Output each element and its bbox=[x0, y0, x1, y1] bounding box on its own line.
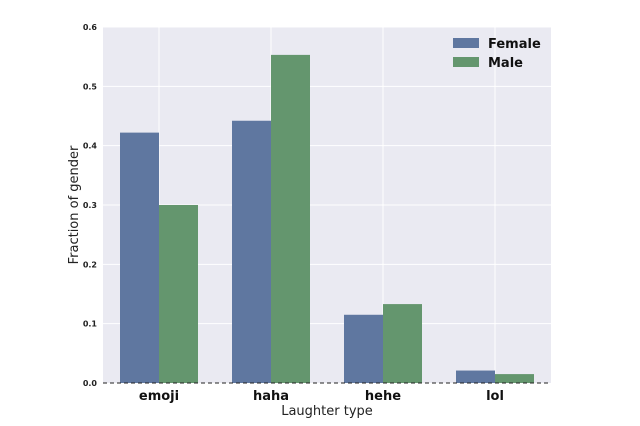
y-axis-ticks: 0.0 0.1 0.2 0.3 0.4 0.5 0.6 bbox=[83, 23, 98, 388]
legend-label-female: Female bbox=[488, 37, 541, 52]
y-tick-label: 0.4 bbox=[83, 142, 98, 151]
y-tick-label: 0.5 bbox=[83, 82, 98, 91]
legend: Female Male bbox=[453, 37, 541, 71]
bar-male-lol bbox=[495, 374, 534, 383]
bars bbox=[120, 54, 534, 384]
x-tick-label-hehe: hehe bbox=[365, 389, 401, 404]
bar-male-emoji bbox=[159, 205, 198, 383]
y-tick-label: 0.1 bbox=[83, 320, 98, 329]
x-tick-label-emoji: emoji bbox=[139, 389, 179, 404]
bar-female-haha bbox=[232, 120, 271, 383]
y-axis-label: Fraction of gender bbox=[67, 145, 82, 264]
bar-male-hehe bbox=[383, 304, 422, 383]
x-tick-label-lol: lol bbox=[486, 389, 504, 404]
legend-label-male: Male bbox=[488, 56, 523, 71]
y-tick-label: 0.2 bbox=[83, 260, 97, 269]
legend-swatch-female bbox=[453, 38, 479, 48]
x-axis-ticks: emoji haha hehe lol bbox=[139, 389, 504, 404]
x-axis-label: Laughter type bbox=[281, 404, 373, 419]
bar-female-emoji bbox=[120, 132, 159, 383]
bar-male-haha bbox=[271, 54, 310, 384]
legend-swatch-male bbox=[453, 57, 479, 67]
y-tick-label: 0.6 bbox=[83, 23, 98, 32]
y-tick-label: 0.3 bbox=[83, 201, 97, 210]
bar-female-lol bbox=[456, 370, 495, 383]
bar-female-hehe bbox=[344, 314, 383, 383]
y-tick-label: 0.0 bbox=[83, 379, 98, 388]
x-tick-label-haha: haha bbox=[253, 389, 289, 404]
